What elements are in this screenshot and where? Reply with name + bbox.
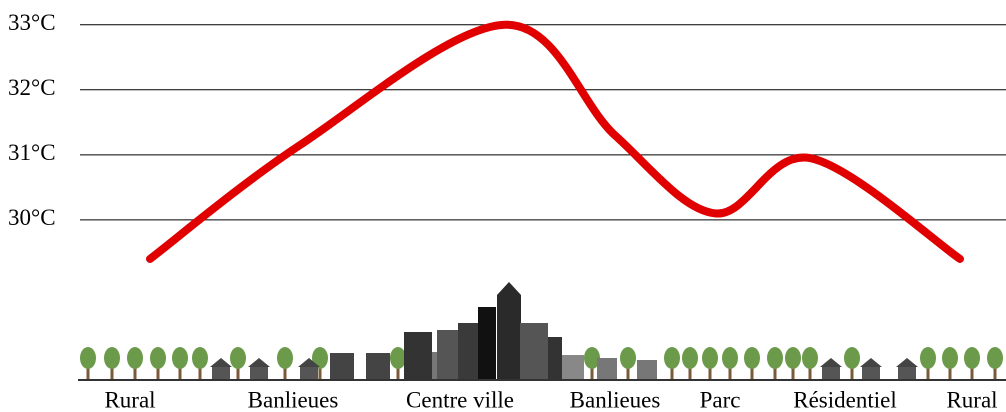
tree-trunk xyxy=(791,366,795,380)
house-roof xyxy=(248,358,270,367)
tree-crown xyxy=(127,347,143,369)
x-tick-label: Résidentiel xyxy=(793,387,896,412)
building xyxy=(404,332,432,380)
tree-trunk xyxy=(808,366,812,380)
tree-trunk xyxy=(156,366,160,380)
house xyxy=(898,366,916,380)
tree-trunk xyxy=(970,366,974,380)
tree-trunk xyxy=(948,366,952,380)
tree-trunk xyxy=(236,366,240,380)
building xyxy=(597,358,617,380)
building xyxy=(637,360,657,380)
building xyxy=(562,355,584,380)
house xyxy=(300,366,318,380)
tree-trunk xyxy=(850,366,854,380)
tree-trunk xyxy=(728,366,732,380)
building xyxy=(366,353,390,380)
tree-crown xyxy=(80,347,96,369)
tree-trunk xyxy=(750,366,754,380)
tree-trunk xyxy=(688,366,692,380)
tree-crown xyxy=(172,347,188,369)
tree-trunk xyxy=(198,366,202,380)
house-roof xyxy=(210,358,232,367)
city-skyline xyxy=(80,282,1003,380)
tree-crown xyxy=(702,347,718,369)
tree-crown xyxy=(584,347,600,369)
tree-crown xyxy=(744,347,760,369)
tree-crown xyxy=(312,347,328,369)
tree-crown xyxy=(987,347,1003,369)
tree-crown xyxy=(664,347,680,369)
building xyxy=(437,330,459,380)
house-roof xyxy=(820,358,842,367)
tree-trunk xyxy=(590,366,594,380)
y-tick-label: 31°C xyxy=(8,140,56,165)
tree-trunk xyxy=(133,366,137,380)
house xyxy=(212,366,230,380)
tree-trunk xyxy=(926,366,930,380)
tree-trunk xyxy=(86,366,90,380)
tree-crown xyxy=(802,347,818,369)
house xyxy=(250,366,268,380)
tree-crown xyxy=(942,347,958,369)
tree-crown xyxy=(682,347,698,369)
tree-trunk xyxy=(626,366,630,380)
x-tick-label: Banlieues xyxy=(570,387,661,412)
y-tick-label: 32°C xyxy=(8,75,56,100)
tree-trunk xyxy=(708,366,712,380)
tree-crown xyxy=(920,347,936,369)
building xyxy=(330,353,354,380)
y-tick-label: 30°C xyxy=(8,205,56,230)
tree-crown xyxy=(620,347,636,369)
tree-crown xyxy=(767,347,783,369)
building xyxy=(458,323,480,380)
tree-trunk xyxy=(178,366,182,380)
tree-crown xyxy=(390,347,406,369)
building xyxy=(478,307,496,380)
tree-trunk xyxy=(993,366,997,380)
tree-crown xyxy=(104,347,120,369)
house xyxy=(822,366,840,380)
building xyxy=(497,295,521,380)
building xyxy=(520,323,548,380)
tree-crown xyxy=(192,347,208,369)
tree-trunk xyxy=(110,366,114,380)
house-roof xyxy=(860,358,882,367)
house xyxy=(862,366,880,380)
tree-trunk xyxy=(670,366,674,380)
tree-crown xyxy=(277,347,293,369)
x-tick-label: Rural xyxy=(946,387,997,412)
tree-crown xyxy=(722,347,738,369)
x-tick-label: Parc xyxy=(700,387,741,412)
building xyxy=(548,337,562,380)
house-roof xyxy=(896,358,918,367)
tree-crown xyxy=(964,347,980,369)
tree-crown xyxy=(785,347,801,369)
tree-trunk xyxy=(773,366,777,380)
tree-crown xyxy=(844,347,860,369)
tower-roof xyxy=(497,282,521,295)
tree-crown xyxy=(150,347,166,369)
tree-trunk xyxy=(283,366,287,380)
tree-trunk xyxy=(396,366,400,380)
temperature-line xyxy=(146,20,964,263)
x-tick-label: Centre ville xyxy=(406,387,514,412)
x-tick-label: Banlieues xyxy=(248,387,339,412)
house-roof xyxy=(298,358,320,367)
x-tick-label: Rural xyxy=(104,387,155,412)
tree-crown xyxy=(230,347,246,369)
y-tick-label: 33°C xyxy=(8,10,56,35)
tree-trunk xyxy=(318,366,322,380)
